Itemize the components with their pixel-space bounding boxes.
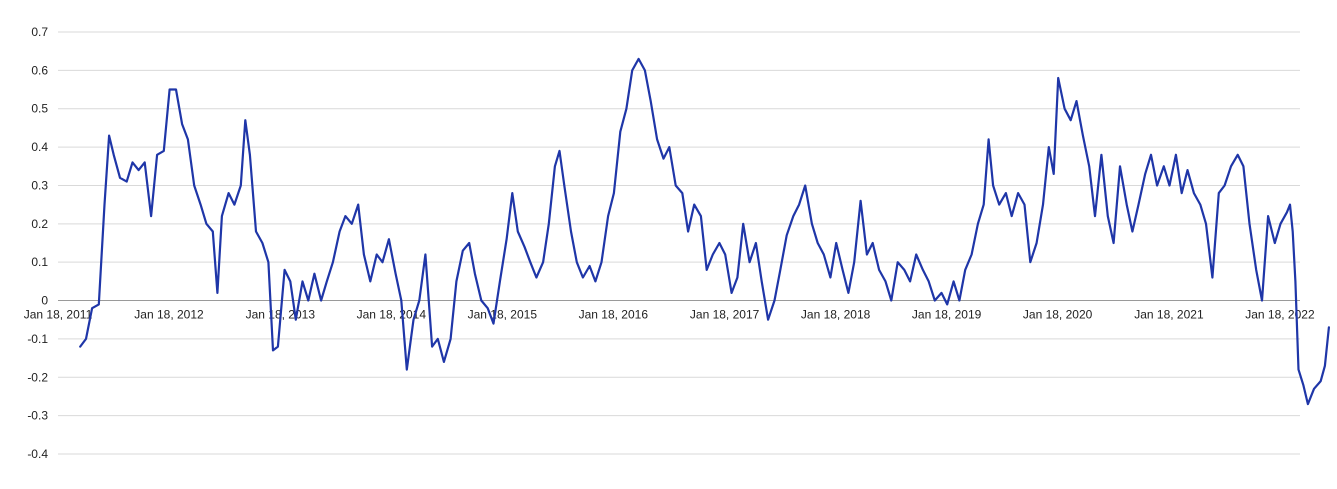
y-tick-label: 0.4 <box>31 140 48 154</box>
series-line <box>79 57 1330 406</box>
x-tick-label: Jan 18, 2015 <box>468 308 538 322</box>
x-tick-label: Jan 18, 2021 <box>1134 308 1204 322</box>
y-tick-label: 0.5 <box>31 102 48 116</box>
x-tick-label: Jan 18, 2016 <box>579 308 649 322</box>
x-tick-label: Jan 18, 2019 <box>912 308 982 322</box>
y-tick-label: 0.2 <box>31 217 48 231</box>
y-tick-label: 0.7 <box>31 25 48 39</box>
x-axis-ticks: Jan 18, 2011 Jan 18, 2012 Jan 18, 2013 Jan … <box>24 308 1315 322</box>
x-tick-label: Jan 18, 2022 <box>1245 308 1315 322</box>
series-layer <box>79 57 1330 406</box>
x-tick-label: Jan 18, 2020 <box>1023 308 1093 322</box>
y-tick-label: 0 <box>41 294 48 308</box>
y-axis-ticks: 0.7 0.6 0.5 0.4 0.3 0.2 0.1 0 -0.1 -0.2 -0.3 -0.4 <box>27 25 48 461</box>
y-tick-label: -0.2 <box>27 370 48 384</box>
x-tick-label: Jan 18, 2012 <box>134 308 204 322</box>
y-tick-label: -0.1 <box>27 332 48 346</box>
gridlines <box>58 31 1300 455</box>
y-tick-label: -0.4 <box>27 447 48 461</box>
y-tick-label: 0.6 <box>31 63 48 77</box>
x-tick-label: Jan 18, 2017 <box>690 308 760 322</box>
y-tick-label: 0.1 <box>31 255 48 269</box>
y-tick-label: -0.3 <box>27 409 48 423</box>
x-tick-label: Jan 18, 2014 <box>357 308 427 322</box>
x-tick-label: Jan 18, 2011 <box>24 308 93 322</box>
x-tick-label: Jan 18, 2018 <box>801 308 871 322</box>
y-tick-label: 0.3 <box>31 178 48 192</box>
